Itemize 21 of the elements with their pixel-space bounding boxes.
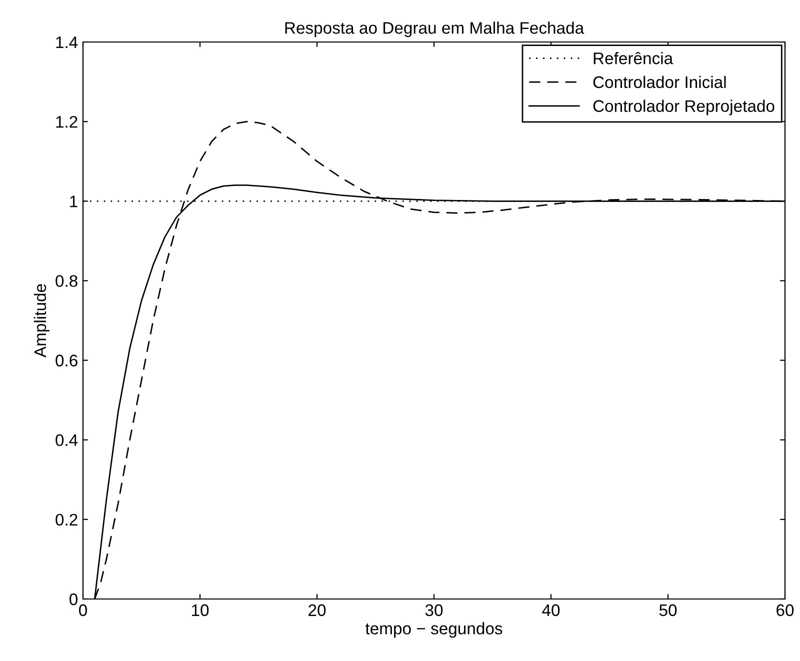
y-tick-label: 1	[70, 196, 78, 208]
y-tick-label: 0.4	[56, 434, 78, 446]
y-tick-label: 0.8	[56, 275, 78, 287]
legend-label: Controlador Inicial	[593, 76, 726, 88]
x-tick-label: 60	[776, 604, 794, 616]
y-tick-label: 1.2	[56, 116, 78, 128]
y-tick-label: 0.2	[56, 514, 78, 526]
y-tick-label: 0.6	[56, 354, 78, 366]
legend-label: Referência	[594, 52, 674, 64]
x-tick-label: 10	[192, 604, 209, 616]
x-axis-title: tempo − segundos	[365, 622, 502, 638]
x-tick-label: 30	[425, 604, 443, 616]
x-tick-label: 40	[542, 604, 560, 616]
x-tick-label: 20	[308, 604, 326, 616]
x-tick-label: 0	[79, 604, 87, 616]
y-tick-label: 0	[70, 593, 78, 606]
x-tick-label: 50	[659, 604, 677, 616]
chart-title: Resposta ao Degrau em Malha Fechada	[285, 22, 584, 38]
y-tick-label: 1.4	[56, 36, 78, 48]
legend-label: Controlador Reprojetado	[593, 100, 774, 116]
y-axis-title: Amplitude	[34, 284, 50, 358]
